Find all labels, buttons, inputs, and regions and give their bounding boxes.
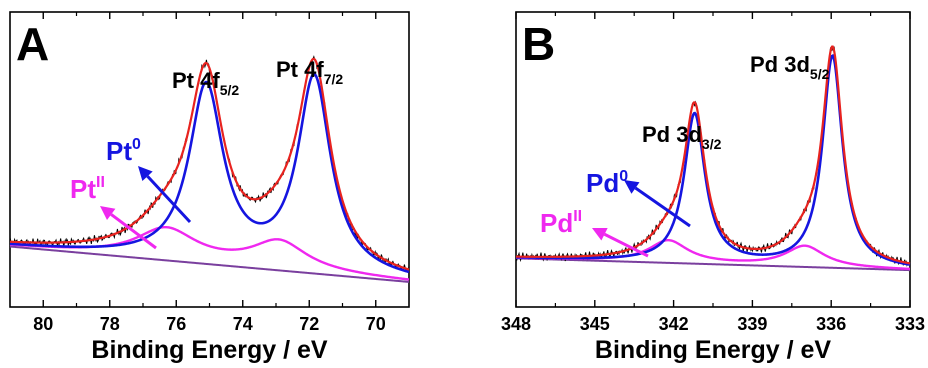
species-label-sup: II bbox=[573, 208, 582, 225]
oxide-fit-line bbox=[9, 225, 410, 281]
peak-label-main: Pt 4f bbox=[172, 68, 220, 93]
peak-label-main: Pd 3d bbox=[642, 122, 702, 147]
annotation-arrow bbox=[603, 232, 649, 258]
peak-label-main: Pd 3d bbox=[750, 52, 810, 77]
annotation-arrow bbox=[634, 186, 691, 228]
peak-label-sub: 5/2 bbox=[810, 66, 830, 82]
x-tick-label: 78 bbox=[100, 314, 120, 334]
annotation-arrow bbox=[146, 175, 192, 224]
species-label-sup: II bbox=[96, 174, 105, 191]
x-tick-label: 74 bbox=[233, 314, 253, 334]
species-label: PtII bbox=[70, 174, 105, 204]
background-line bbox=[9, 245, 410, 283]
x-tick-label: 70 bbox=[366, 314, 386, 334]
species-label-main: Pt bbox=[70, 174, 96, 204]
arrow-head bbox=[100, 206, 116, 220]
x-tick-label: 342 bbox=[659, 314, 689, 334]
peak-label-sub: 7/2 bbox=[324, 71, 344, 87]
arrow-head bbox=[592, 228, 608, 241]
peak-label-sub: 3/2 bbox=[702, 136, 722, 152]
x-tick-label: 336 bbox=[816, 314, 846, 334]
x-tick-label: 333 bbox=[895, 314, 925, 334]
background-line bbox=[515, 257, 911, 272]
envelope-fit-line bbox=[9, 57, 410, 271]
metal-fit-line bbox=[9, 72, 410, 274]
species-label-main: Pt bbox=[106, 136, 132, 166]
x-tick-label: 80 bbox=[33, 314, 53, 334]
metal-fit-line bbox=[515, 54, 911, 266]
species-label-main: Pd bbox=[586, 168, 619, 198]
x-tick-label: 345 bbox=[580, 314, 610, 334]
raw-spectrum-line bbox=[515, 46, 911, 267]
species-label-main: Pd bbox=[540, 208, 573, 238]
species-label-sup: 0 bbox=[619, 168, 628, 185]
species-label: PdII bbox=[540, 208, 582, 238]
x-tick-label: 339 bbox=[737, 314, 767, 334]
species-label: Pt0 bbox=[106, 136, 141, 166]
peak-label-sub: 5/2 bbox=[220, 82, 240, 98]
peak-label: Pt 4f5/2 bbox=[172, 68, 239, 98]
x-tick-label: 72 bbox=[299, 314, 319, 334]
x-axis-label: Binding Energy / eV bbox=[91, 336, 327, 364]
peak-label: Pd 3d3/2 bbox=[642, 122, 722, 152]
panel-label: B bbox=[522, 18, 555, 70]
arrow-head bbox=[624, 180, 640, 194]
peak-label-main: Pt 4f bbox=[276, 57, 324, 82]
x-tick-label: 348 bbox=[501, 314, 531, 334]
species-label-sup: 0 bbox=[132, 136, 141, 153]
panel-b: 348 345 342 339 336 333 Binding Energy / eV B Pd… bbox=[501, 11, 925, 364]
annotation-arrow bbox=[110, 213, 157, 250]
peak-label: Pt 4f7/2 bbox=[276, 57, 343, 87]
panel-label: A bbox=[16, 18, 49, 70]
envelope-fit-line bbox=[515, 45, 911, 265]
plot-frame bbox=[9, 11, 410, 308]
x-axis-label: Binding Energy / eV bbox=[595, 336, 831, 364]
species-label: Pd0 bbox=[586, 168, 628, 198]
arrow-head bbox=[138, 166, 153, 182]
peak-label: Pd 3d5/2 bbox=[750, 52, 830, 82]
x-tick-label: 76 bbox=[166, 314, 186, 334]
